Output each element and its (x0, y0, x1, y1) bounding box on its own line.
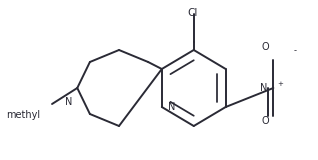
Text: N: N (65, 97, 73, 107)
Text: -: - (294, 46, 297, 55)
Text: +: + (277, 81, 283, 87)
Text: methyl: methyl (6, 110, 40, 120)
Text: O: O (262, 42, 269, 52)
Text: N: N (260, 83, 267, 93)
Text: N: N (168, 102, 175, 112)
Text: Cl: Cl (187, 8, 197, 18)
Text: O: O (262, 116, 269, 126)
